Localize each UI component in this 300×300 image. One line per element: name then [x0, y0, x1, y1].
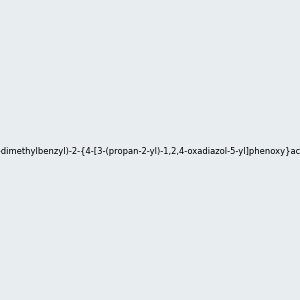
Text: N-(2,5-dimethylbenzyl)-2-{4-[3-(propan-2-yl)-1,2,4-oxadiazol-5-yl]phenoxy}acetam: N-(2,5-dimethylbenzyl)-2-{4-[3-(propan-2…	[0, 147, 300, 156]
